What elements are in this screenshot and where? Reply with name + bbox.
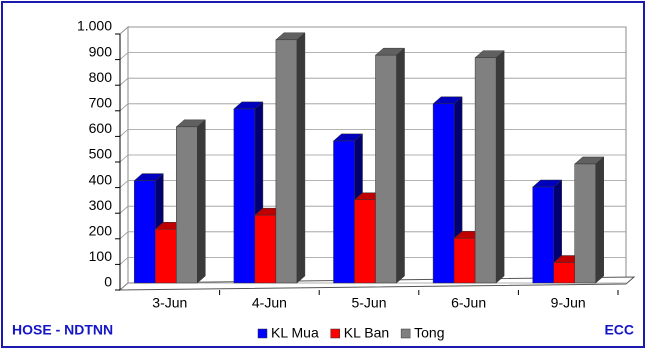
x-tick-label: 9-Jun bbox=[551, 295, 586, 311]
y-tick-label: 0 bbox=[104, 274, 112, 290]
bar bbox=[275, 32, 306, 284]
bar bbox=[374, 47, 406, 284]
bar-front bbox=[375, 54, 397, 284]
bar-front bbox=[532, 186, 554, 284]
bar-front bbox=[254, 214, 277, 284]
bar-front bbox=[176, 126, 198, 284]
x-tick-label: 5-Jun bbox=[351, 295, 386, 311]
x-tick-label: 3-Jun bbox=[152, 295, 187, 311]
y-tick-label: 700 bbox=[89, 95, 113, 111]
legend-swatch bbox=[400, 328, 411, 339]
legend-label: KL Ban bbox=[344, 325, 389, 341]
grid-line bbox=[119, 52, 626, 60]
bar-front bbox=[134, 180, 156, 284]
grid-line bbox=[119, 26, 626, 35]
y-tick-label: 600 bbox=[89, 120, 113, 136]
bar-front bbox=[453, 237, 476, 284]
y-tick-label: 400 bbox=[89, 171, 113, 187]
bar-front bbox=[432, 103, 455, 284]
legend-label: Tong bbox=[414, 325, 444, 341]
legend-label: KL Mua bbox=[271, 325, 319, 341]
y-tick-label: 300 bbox=[89, 197, 113, 213]
bar-front bbox=[233, 108, 256, 284]
bar bbox=[474, 50, 505, 284]
left-note: HOSE - NDTNN bbox=[12, 322, 113, 338]
bar-front bbox=[354, 199, 376, 284]
y-tick-label: 100 bbox=[89, 248, 113, 264]
y-tick-label: 1.000 bbox=[77, 18, 112, 34]
bar-side bbox=[197, 119, 206, 284]
y-tick-label: 200 bbox=[89, 223, 113, 239]
bar-side bbox=[396, 47, 405, 284]
bar-front bbox=[574, 163, 596, 284]
x-tick-label: 4-Jun bbox=[252, 295, 287, 311]
bar-front bbox=[474, 57, 497, 284]
bar bbox=[175, 119, 206, 284]
y-tick-label: 800 bbox=[89, 69, 113, 85]
y-tick-label: 900 bbox=[89, 43, 113, 59]
bar-front bbox=[553, 262, 575, 284]
legend-swatch bbox=[330, 328, 340, 339]
bar-front bbox=[275, 39, 298, 284]
bar-side bbox=[595, 156, 604, 284]
y-tick-label: 500 bbox=[89, 146, 113, 162]
grid-line bbox=[119, 77, 626, 86]
bar bbox=[574, 156, 605, 284]
bar-side bbox=[296, 32, 306, 284]
bar-front bbox=[333, 140, 355, 284]
x-tick-label: 6-Jun bbox=[451, 295, 486, 311]
right-note: ECC bbox=[604, 322, 634, 338]
bar-side bbox=[495, 50, 505, 284]
legend-swatch bbox=[257, 328, 268, 339]
bar-front bbox=[155, 228, 177, 284]
